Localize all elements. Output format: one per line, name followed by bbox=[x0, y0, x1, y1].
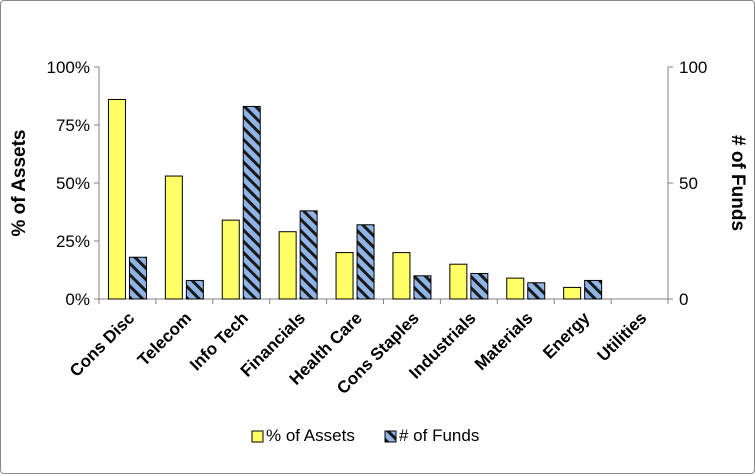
bar-pct-assets bbox=[449, 263, 468, 300]
y-left-tick-label: 0% bbox=[65, 290, 90, 309]
bar-pct-assets bbox=[563, 286, 582, 300]
y-right-tick-label: 50 bbox=[679, 174, 698, 193]
bar-pct-assets bbox=[221, 219, 240, 300]
bar-num-funds bbox=[413, 275, 432, 300]
bar-pct-assets bbox=[164, 175, 183, 300]
legend-label-pct-assets: % of Assets bbox=[266, 426, 355, 445]
bar-num-funds bbox=[299, 210, 318, 300]
x-category-label: Utilities bbox=[594, 308, 651, 365]
y-right-tick-label: 100 bbox=[679, 58, 707, 77]
x-category-label: Energy bbox=[539, 308, 594, 363]
bar-pct-assets bbox=[278, 231, 297, 300]
y-left-tick-label: 100% bbox=[47, 58, 90, 77]
bar-num-funds bbox=[356, 224, 375, 300]
y-right-tick-label: 0 bbox=[679, 290, 688, 309]
bar-pct-assets bbox=[335, 252, 354, 300]
x-category-label: Cons Disc bbox=[66, 308, 138, 380]
legend-swatch-pct-assets bbox=[251, 430, 264, 443]
x-category-label: Materials bbox=[471, 308, 537, 374]
y-left-tick-label: 25% bbox=[56, 232, 90, 251]
bar-pct-assets bbox=[107, 98, 126, 300]
legend: % of Assets # of Funds bbox=[251, 426, 479, 445]
y-axis-left-title: % of Assets bbox=[9, 130, 30, 237]
legend-swatch-num-funds bbox=[384, 430, 397, 443]
y-left-tick-label: 75% bbox=[56, 116, 90, 135]
legend-label-num-funds: # of Funds bbox=[399, 426, 479, 445]
y-left-tick-label: 50% bbox=[56, 174, 90, 193]
bar-num-funds bbox=[185, 279, 204, 300]
bar-num-funds bbox=[584, 279, 603, 300]
bars-group bbox=[107, 98, 603, 300]
bar-pct-assets bbox=[506, 277, 525, 300]
y-axis-right-title: # of Funds bbox=[727, 135, 748, 231]
bar-num-funds bbox=[128, 256, 147, 300]
bar-num-funds bbox=[470, 272, 489, 300]
bar-num-funds bbox=[527, 282, 546, 300]
bar-num-funds bbox=[242, 105, 261, 300]
bar-pct-assets bbox=[392, 252, 411, 300]
